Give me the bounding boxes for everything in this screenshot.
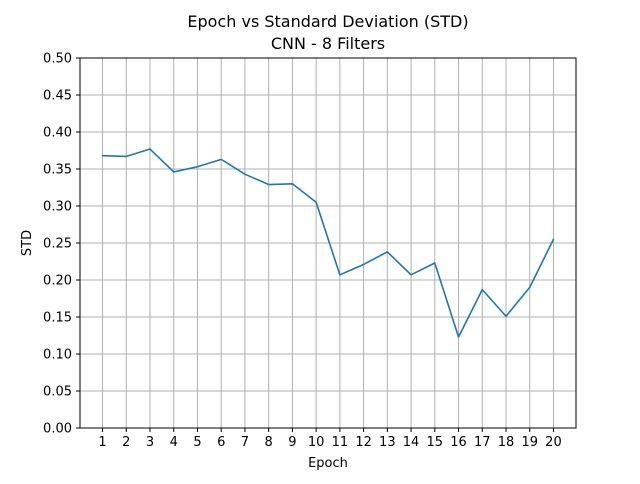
series-layer: [101, 148, 555, 338]
x-tick-label: 19: [521, 435, 538, 450]
y-tick-label: 0.50: [43, 52, 72, 67]
y-axis-label: STD: [20, 230, 35, 256]
data-point: [434, 262, 436, 264]
x-tick-label: 8: [265, 435, 273, 450]
data-point: [529, 287, 531, 289]
x-tick-label: 18: [498, 435, 515, 450]
data-point: [268, 184, 270, 186]
data-point: [102, 155, 104, 157]
y-axis-ticks: 0.00 0.05 0.10 0.15 0.20 0.25 0.30 0.35 0.40 0.45…: [43, 52, 80, 437]
y-tick-label: 0.15: [43, 311, 72, 326]
data-point: [292, 183, 294, 185]
y-tick-label: 0.10: [43, 348, 72, 363]
x-tick-label: 9: [288, 435, 296, 450]
y-tick-label: 0.40: [43, 126, 72, 141]
y-tick-label: 0.25: [43, 237, 72, 252]
x-tick-label: 14: [403, 435, 420, 450]
y-tick-label: 0.30: [43, 200, 72, 215]
data-point: [410, 274, 412, 276]
x-tick-label: 1: [98, 435, 106, 450]
x-tick-label: 15: [427, 435, 444, 450]
data-point: [363, 264, 365, 266]
x-tick-label: 16: [450, 435, 467, 450]
y-tick-label: 0.05: [43, 385, 72, 400]
x-tick-label: 7: [241, 435, 249, 450]
chart-subtitle: CNN - 8 Filters: [271, 34, 385, 53]
data-point: [125, 156, 127, 158]
x-tick-label: 4: [170, 435, 178, 450]
y-tick-label: 0.35: [43, 163, 72, 178]
x-tick-label: 11: [332, 435, 349, 450]
data-point: [387, 251, 389, 253]
data-point: [505, 315, 507, 317]
series-line: [101, 148, 555, 338]
data-point: [244, 173, 246, 175]
y-tick-label: 0.00: [43, 422, 72, 437]
data-point: [149, 148, 151, 150]
x-tick-label: 6: [217, 435, 225, 450]
x-tick-label: 13: [379, 435, 396, 450]
x-tick-label: 12: [355, 435, 372, 450]
chart-title: Epoch vs Standard Deviation (STD): [187, 12, 468, 31]
data-point: [173, 171, 175, 173]
y-tick-label: 0.45: [43, 89, 72, 104]
x-axis-label: Epoch: [308, 456, 348, 471]
x-tick-label: 10: [308, 435, 325, 450]
data-point: [197, 166, 199, 168]
data-point: [458, 336, 460, 338]
x-axis-ticks: 1 2 3 4 5 6 7 8 9 10 11 12 13 14 15 16 17 18 19 20: [98, 428, 562, 450]
x-tick-label: 3: [146, 435, 154, 450]
data-point: [553, 239, 555, 241]
data-point: [481, 289, 483, 291]
data-point: [220, 159, 222, 161]
x-tick-label: 2: [122, 435, 130, 450]
x-tick-label: 5: [193, 435, 201, 450]
data-point: [315, 202, 317, 204]
x-tick-label: 17: [474, 435, 491, 450]
y-tick-label: 0.20: [43, 274, 72, 289]
x-tick-label: 20: [545, 435, 562, 450]
data-point: [339, 274, 341, 276]
